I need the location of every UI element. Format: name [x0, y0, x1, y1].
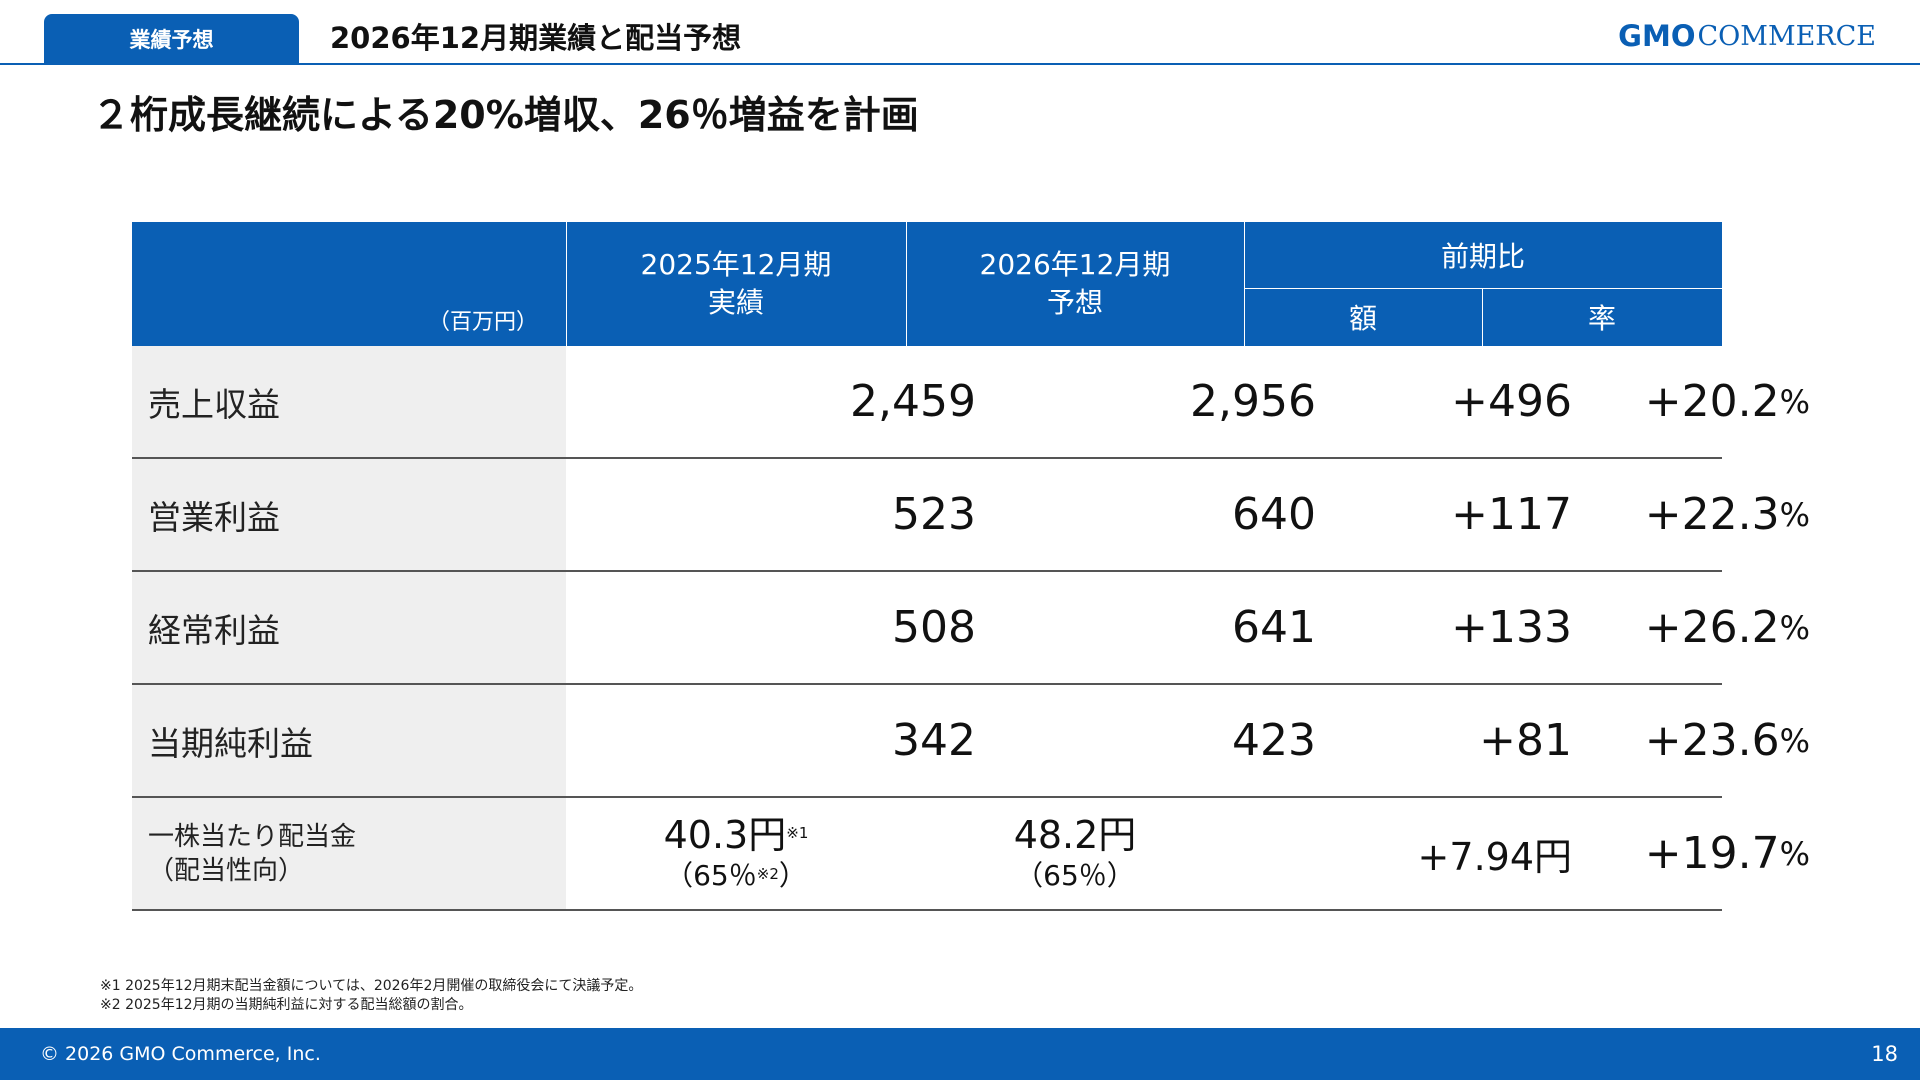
diff-value: +133 — [1451, 602, 1572, 653]
row-label: 経常利益 — [132, 572, 566, 683]
footnotes: ※1 2025年12月期末配当金額については、2026年2月開催の取締役会にて決… — [100, 977, 642, 1015]
dividend-rate: +19.7% — [1484, 798, 1810, 909]
slide-title: 2026年12月期業績と配当予想 — [330, 21, 742, 55]
rate-unit: % — [1779, 834, 1810, 873]
page-number: 18 — [1871, 1042, 1898, 1066]
rate-number: +19.7 — [1644, 828, 1780, 879]
rate-value: +26.2% — [1484, 572, 1810, 683]
forecast-value: 640 — [1232, 489, 1316, 540]
header-divider-2 — [906, 222, 907, 346]
col-forecast-period: 2026年12月期 — [979, 248, 1171, 281]
dividend-forecast-value: 48.2円 — [1013, 812, 1137, 857]
forecast-value: 423 — [1232, 715, 1316, 766]
unit-label: （百万円） — [427, 310, 538, 335]
col-rate-header: 率 — [1587, 302, 1616, 335]
rate-value: +23.6% — [1484, 685, 1810, 796]
unit-cell: （百万円） — [132, 222, 566, 346]
forecast-value: 2,956 — [1190, 376, 1316, 427]
diff-value: +81 — [1479, 715, 1572, 766]
table-row: 売上収益 2,459 2,956 +496 +20.2% — [132, 346, 1810, 459]
col-actual-type: 実績 — [707, 286, 764, 319]
dividend-actual-payout: （65％※2） — [665, 857, 807, 895]
actual-value: 2,459 — [850, 376, 976, 427]
rate-value: +20.2% — [1484, 346, 1810, 457]
dividend-actual: 40.3円※1 （65％※2） — [566, 798, 906, 909]
rate-unit: % — [1779, 608, 1810, 647]
col-amount-header: 額 — [1348, 302, 1377, 335]
rate-unit: % — [1779, 721, 1810, 760]
rate-unit: % — [1779, 495, 1810, 534]
dividend-label-line2: （配当性向） — [148, 855, 305, 886]
diff-value: +117 — [1451, 489, 1572, 540]
dividend-diff: +7.94円 — [1417, 835, 1572, 879]
copyright: © 2026 GMO Commerce, Inc. — [40, 1043, 321, 1065]
table-row: 経常利益 508 641 +133 +26.2% — [132, 572, 1810, 685]
dividend-forecast: 48.2円 （65％） — [906, 798, 1244, 909]
col-actual-period: 2025年12月期 — [640, 248, 832, 281]
yoy-group-header: 前期比 — [1440, 240, 1525, 273]
dividend-row: 一株当たり配当金 （配当性向） 40.3円※1 （65％※2） 48.2円 （6… — [132, 798, 1810, 911]
rate-unit: % — [1779, 382, 1810, 421]
dividend-label-line1: 一株当たり配当金 — [148, 821, 357, 852]
footnote-2: ※2 2025年12月期の当期純利益に対する配当総額の割合。 — [100, 997, 473, 1013]
section-tag: 業績予想 — [44, 14, 299, 64]
table-row: 当期純利益 342 423 +81 +23.6% — [132, 685, 1810, 798]
actual-value: 342 — [892, 715, 976, 766]
forecast-value: 641 — [1232, 602, 1316, 653]
rate-number: +23.6 — [1644, 715, 1780, 766]
col-forecast-type: 予想 — [1046, 286, 1103, 319]
dividend-actual-main: 40.3円※1 — [664, 813, 809, 857]
actual-value: 508 — [892, 602, 976, 653]
dividend-actual-value: 40.3円 — [663, 812, 787, 857]
dividend-label: 一株当たり配当金 （配当性向） — [132, 798, 566, 909]
header-divider-1 — [566, 222, 567, 346]
rate-value: +22.3% — [1484, 459, 1810, 570]
logo-gmo-text: GMO — [1618, 19, 1696, 53]
rate-number: +26.2 — [1644, 602, 1780, 653]
table-row: 営業利益 523 640 +117 +22.3% — [132, 459, 1810, 572]
col-actual-header: 2025年12月期 実績 — [566, 222, 906, 346]
headline: ２桁成長継続による20%増収、26％増益を計画 — [92, 93, 919, 137]
header-divider-4 — [1482, 288, 1483, 346]
slide-header: 業績予想 2026年12月期業績と配当予想 GMO COMMERCE — [0, 0, 1920, 65]
row-label: 営業利益 — [132, 459, 566, 570]
diff-value: +496 — [1451, 376, 1572, 427]
header-divider — [0, 63, 1920, 65]
header-divider-3 — [1244, 222, 1245, 346]
payout-forecast-value: （65％） — [1015, 858, 1135, 892]
footnote-1: ※1 2025年12月期末配当金額については、2026年2月開催の取締役会にて決… — [100, 978, 643, 994]
payout-actual-value: （65％ — [665, 858, 757, 892]
rate-number: +20.2 — [1644, 376, 1780, 427]
rate-number: +22.3 — [1644, 489, 1780, 540]
table-header: （百万円） 2025年12月期 実績 2026年12月期 予想 前期比 額 率 — [132, 222, 1722, 346]
row-label: 売上収益 — [132, 346, 566, 457]
slide-footer: © 2026 GMO Commerce, Inc. 18 — [0, 1028, 1920, 1080]
footnote-mark-1: ※1 — [786, 823, 809, 842]
payout-close-paren: ） — [778, 858, 807, 892]
forecast-table: （百万円） 2025年12月期 実績 2026年12月期 予想 前期比 額 率 … — [132, 222, 1810, 911]
actual-value: 523 — [892, 489, 976, 540]
footnote-mark-2: ※2 — [756, 864, 779, 883]
logo-commerce-text: COMMERCE — [1697, 20, 1877, 52]
row-label: 当期純利益 — [132, 685, 566, 796]
col-forecast-header: 2026年12月期 予想 — [906, 222, 1244, 346]
group-divider — [1244, 288, 1722, 289]
company-logo: GMO COMMERCE — [1618, 16, 1876, 56]
